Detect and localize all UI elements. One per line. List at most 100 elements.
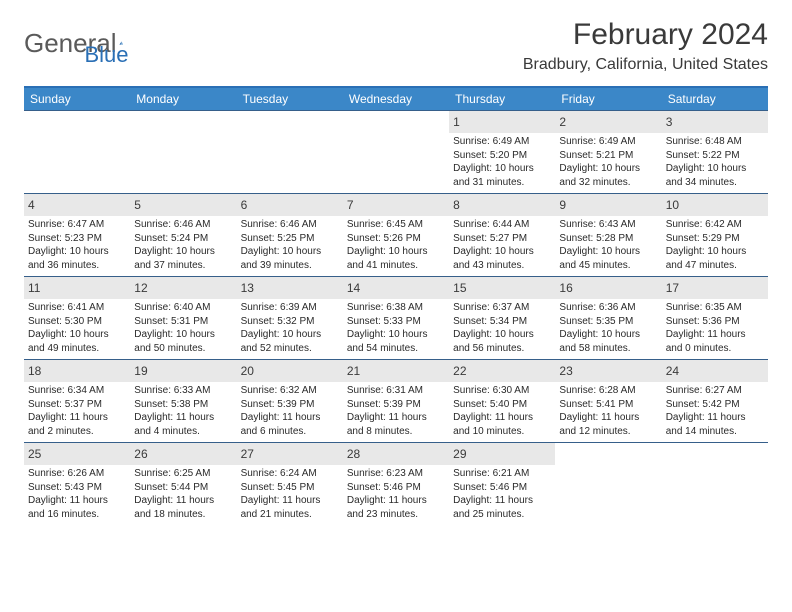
day-number: 1 xyxy=(453,115,460,129)
daylight-text: Daylight: 11 hours and 2 minutes. xyxy=(28,411,126,438)
day-number-bar: 20 xyxy=(237,360,343,382)
day-info: Sunrise: 6:23 AMSunset: 5:46 PMDaylight:… xyxy=(347,467,445,521)
day-cell: 2Sunrise: 6:49 AMSunset: 5:21 PMDaylight… xyxy=(555,111,661,193)
daylight-text: Daylight: 11 hours and 25 minutes. xyxy=(453,494,551,521)
day-info: Sunrise: 6:28 AMSunset: 5:41 PMDaylight:… xyxy=(559,384,657,438)
daylight-text: Daylight: 11 hours and 0 minutes. xyxy=(666,328,764,355)
daylight-text: Daylight: 11 hours and 23 minutes. xyxy=(347,494,445,521)
sunrise-text: Sunrise: 6:32 AM xyxy=(241,384,339,398)
day-info: Sunrise: 6:45 AMSunset: 5:26 PMDaylight:… xyxy=(347,218,445,272)
day-number-bar xyxy=(662,443,768,447)
week-row: 11Sunrise: 6:41 AMSunset: 5:30 PMDayligh… xyxy=(24,276,768,359)
day-number-bar: 6 xyxy=(237,194,343,216)
day-header: Tuesday xyxy=(237,88,343,110)
sunrise-text: Sunrise: 6:46 AM xyxy=(241,218,339,232)
daylight-text: Daylight: 10 hours and 37 minutes. xyxy=(134,245,232,272)
daylight-text: Daylight: 10 hours and 52 minutes. xyxy=(241,328,339,355)
sunset-text: Sunset: 5:36 PM xyxy=(666,315,764,329)
daylight-text: Daylight: 11 hours and 4 minutes. xyxy=(134,411,232,438)
month-title: February 2024 xyxy=(523,18,768,52)
sunset-text: Sunset: 5:42 PM xyxy=(666,398,764,412)
sunrise-text: Sunrise: 6:28 AM xyxy=(559,384,657,398)
sunset-text: Sunset: 5:46 PM xyxy=(453,481,551,495)
daylight-text: Daylight: 10 hours and 34 minutes. xyxy=(666,162,764,189)
daylight-text: Daylight: 10 hours and 56 minutes. xyxy=(453,328,551,355)
day-number-bar: 9 xyxy=(555,194,661,216)
day-cell xyxy=(555,443,661,525)
sunset-text: Sunset: 5:20 PM xyxy=(453,149,551,163)
day-number-bar xyxy=(237,111,343,115)
daylight-text: Daylight: 11 hours and 14 minutes. xyxy=(666,411,764,438)
day-info: Sunrise: 6:26 AMSunset: 5:43 PMDaylight:… xyxy=(28,467,126,521)
day-number-bar: 25 xyxy=(24,443,130,465)
day-number: 11 xyxy=(28,281,40,295)
daylight-text: Daylight: 10 hours and 32 minutes. xyxy=(559,162,657,189)
day-number: 8 xyxy=(453,198,460,212)
sunset-text: Sunset: 5:26 PM xyxy=(347,232,445,246)
daylight-text: Daylight: 10 hours and 58 minutes. xyxy=(559,328,657,355)
day-info: Sunrise: 6:24 AMSunset: 5:45 PMDaylight:… xyxy=(241,467,339,521)
sunrise-text: Sunrise: 6:35 AM xyxy=(666,301,764,315)
day-cell: 29Sunrise: 6:21 AMSunset: 5:46 PMDayligh… xyxy=(449,443,555,525)
sunset-text: Sunset: 5:29 PM xyxy=(666,232,764,246)
day-number: 26 xyxy=(134,447,147,461)
day-number: 25 xyxy=(28,447,41,461)
sunrise-text: Sunrise: 6:48 AM xyxy=(666,135,764,149)
day-number: 2 xyxy=(559,115,566,129)
day-cell: 21Sunrise: 6:31 AMSunset: 5:39 PMDayligh… xyxy=(343,360,449,442)
day-number-bar: 8 xyxy=(449,194,555,216)
day-number-bar: 22 xyxy=(449,360,555,382)
daylight-text: Daylight: 11 hours and 18 minutes. xyxy=(134,494,232,521)
day-number: 3 xyxy=(666,115,673,129)
day-info: Sunrise: 6:47 AMSunset: 5:23 PMDaylight:… xyxy=(28,218,126,272)
day-number-bar: 21 xyxy=(343,360,449,382)
sunrise-text: Sunrise: 6:25 AM xyxy=(134,467,232,481)
daylight-text: Daylight: 11 hours and 21 minutes. xyxy=(241,494,339,521)
daylight-text: Daylight: 10 hours and 45 minutes. xyxy=(559,245,657,272)
day-number-bar: 11 xyxy=(24,277,130,299)
day-number-bar: 29 xyxy=(449,443,555,465)
day-cell: 13Sunrise: 6:39 AMSunset: 5:32 PMDayligh… xyxy=(237,277,343,359)
day-info: Sunrise: 6:43 AMSunset: 5:28 PMDaylight:… xyxy=(559,218,657,272)
daylight-text: Daylight: 11 hours and 10 minutes. xyxy=(453,411,551,438)
week-row: 1Sunrise: 6:49 AMSunset: 5:20 PMDaylight… xyxy=(24,110,768,193)
sunrise-text: Sunrise: 6:47 AM xyxy=(28,218,126,232)
day-header: Saturday xyxy=(662,88,768,110)
day-cell xyxy=(343,111,449,193)
location-text: Bradbury, California, United States xyxy=(523,56,768,74)
day-info: Sunrise: 6:30 AMSunset: 5:40 PMDaylight:… xyxy=(453,384,551,438)
day-number-bar: 1 xyxy=(449,111,555,133)
day-cell: 18Sunrise: 6:34 AMSunset: 5:37 PMDayligh… xyxy=(24,360,130,442)
day-cell: 26Sunrise: 6:25 AMSunset: 5:44 PMDayligh… xyxy=(130,443,236,525)
day-cell: 19Sunrise: 6:33 AMSunset: 5:38 PMDayligh… xyxy=(130,360,236,442)
day-cell: 16Sunrise: 6:36 AMSunset: 5:35 PMDayligh… xyxy=(555,277,661,359)
day-number-bar: 15 xyxy=(449,277,555,299)
day-cell: 4Sunrise: 6:47 AMSunset: 5:23 PMDaylight… xyxy=(24,194,130,276)
day-cell: 10Sunrise: 6:42 AMSunset: 5:29 PMDayligh… xyxy=(662,194,768,276)
day-cell: 9 Sunrise: 6:43 AMSunset: 5:28 PMDaylight… xyxy=(555,194,661,276)
day-info: Sunrise: 6:38 AMSunset: 5:33 PMDaylight:… xyxy=(347,301,445,355)
day-number-bar: 13 xyxy=(237,277,343,299)
day-number: 7 xyxy=(347,198,354,212)
day-cell: 1 Sunrise: 6:49 AMSunset: 5:20 PMDaylight… xyxy=(449,111,555,193)
day-number: 9 xyxy=(559,198,566,212)
sunrise-text: Sunrise: 6:49 AM xyxy=(453,135,551,149)
day-cell: 20 Sunrise: 6:32 AMSunset: 5:39 PMDayligh… xyxy=(237,360,343,442)
day-number-bar: 4 xyxy=(24,194,130,216)
sunset-text: Sunset: 5:37 PM xyxy=(28,398,126,412)
day-number-bar: 24 xyxy=(662,360,768,382)
day-header-row: Sunday Monday Tuesday Wednesday Thursday… xyxy=(24,88,768,110)
daylight-text: Daylight: 10 hours and 31 minutes. xyxy=(453,162,551,189)
day-cell xyxy=(237,111,343,193)
day-info: Sunrise: 6:32 AMSunset: 5:39 PMDaylight:… xyxy=(241,384,339,438)
sunrise-text: Sunrise: 6:49 AM xyxy=(559,135,657,149)
daylight-text: Daylight: 10 hours and 49 minutes. xyxy=(28,328,126,355)
daylight-text: Daylight: 10 hours and 39 minutes. xyxy=(241,245,339,272)
day-number: 6 xyxy=(241,198,248,212)
title-block: February 2024 Bradbury, California, Unit… xyxy=(523,18,768,74)
day-number: 17 xyxy=(666,281,679,295)
daylight-text: Daylight: 11 hours and 6 minutes. xyxy=(241,411,339,438)
day-cell: 28Sunrise: 6:23 AMSunset: 5:46 PMDayligh… xyxy=(343,443,449,525)
day-number-bar xyxy=(24,111,130,115)
day-number: 20 xyxy=(241,364,254,378)
